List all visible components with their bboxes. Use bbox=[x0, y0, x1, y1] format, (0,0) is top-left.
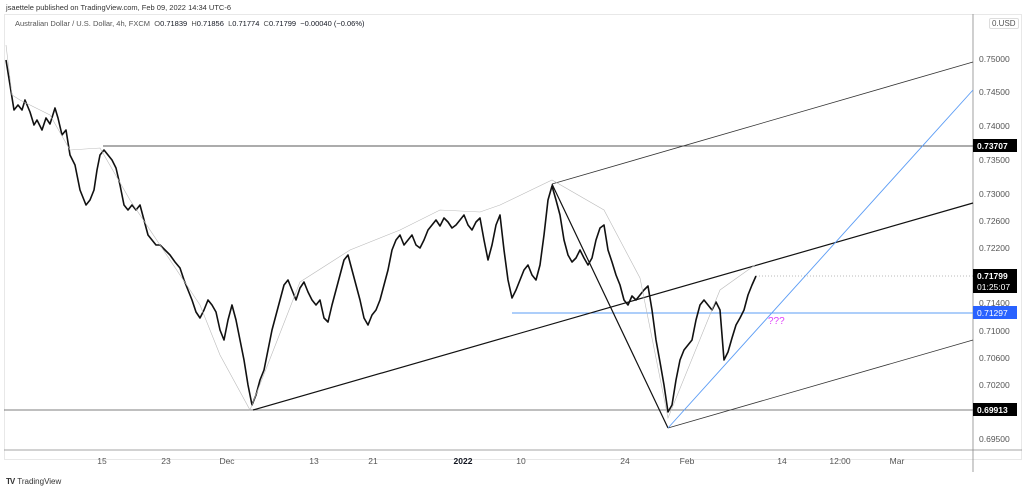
svg-text:0.71799: 0.71799 bbox=[977, 271, 1008, 281]
bar-countdown: 01:25:07 bbox=[977, 282, 1010, 292]
chart-container[interactable]: Australian Dollar / U.S. Dollar, 4h, FXC… bbox=[4, 14, 1022, 460]
symbol-name: Australian Dollar / U.S. Dollar, 4h, FXC… bbox=[15, 19, 151, 28]
svg-text:0.71297: 0.71297 bbox=[977, 308, 1008, 318]
price-tag-069913: 0.69913 bbox=[973, 403, 1017, 416]
svg-text:0.73000: 0.73000 bbox=[979, 189, 1010, 199]
svg-text:0.72600: 0.72600 bbox=[979, 216, 1010, 226]
price-axis[interactable]: 0.75000 0.74500 0.74000 0.73500 0.73000 … bbox=[979, 54, 1010, 444]
decline-trendline bbox=[551, 183, 669, 429]
blue-rising-trendline bbox=[667, 89, 974, 429]
svg-text:0.71400: 0.71400 bbox=[979, 298, 1010, 308]
svg-text:0.69913: 0.69913 bbox=[977, 405, 1008, 415]
svg-text:0.74000: 0.74000 bbox=[979, 121, 1010, 131]
low-value: 0.71774 bbox=[232, 19, 260, 28]
high-value: 0.71856 bbox=[196, 19, 224, 28]
footer-branding: TV TradingView bbox=[6, 477, 61, 486]
price-series bbox=[5, 59, 757, 413]
svg-text:14: 14 bbox=[777, 456, 787, 466]
svg-text:10: 10 bbox=[516, 456, 526, 466]
svg-text:0.69500: 0.69500 bbox=[979, 434, 1010, 444]
svg-text:0.70600: 0.70600 bbox=[979, 353, 1010, 363]
svg-text:21: 21 bbox=[368, 456, 378, 466]
svg-text:0.71000: 0.71000 bbox=[979, 326, 1010, 336]
time-axis[interactable]: 15 23 Dec 13 21 2022 10 24 Feb 14 12:00 … bbox=[97, 456, 904, 466]
svg-text:0.73707: 0.73707 bbox=[977, 141, 1008, 151]
svg-text:0.73500: 0.73500 bbox=[979, 155, 1010, 165]
rising-support-trendline bbox=[252, 202, 974, 411]
question-annotation: ??? bbox=[768, 316, 785, 327]
svg-text:0.75000: 0.75000 bbox=[979, 54, 1010, 64]
open-value: 0.71839 bbox=[160, 19, 188, 28]
svg-text:0.70200: 0.70200 bbox=[979, 380, 1010, 390]
svg-text:0.74500: 0.74500 bbox=[979, 87, 1010, 97]
tradingview-logo-icon: TV bbox=[6, 477, 15, 486]
svg-text:23: 23 bbox=[161, 456, 171, 466]
svg-text:0.72200: 0.72200 bbox=[979, 243, 1010, 253]
svg-text:24: 24 bbox=[620, 456, 630, 466]
svg-text:Mar: Mar bbox=[890, 456, 905, 466]
close-value: 0.71799 bbox=[268, 19, 297, 28]
price-tag-071297: 0.71297 bbox=[973, 306, 1017, 319]
published-by-text: jsaettele published on TradingView.com, … bbox=[6, 3, 231, 12]
symbol-legend: Australian Dollar / U.S. Dollar, 4h, FXC… bbox=[15, 19, 365, 28]
svg-text:12:00: 12:00 bbox=[829, 456, 851, 466]
svg-text:15: 15 bbox=[97, 456, 107, 466]
price-tag-last: 0.71799 01:25:07 bbox=[973, 269, 1017, 293]
price-tag-073707: 0.73707 bbox=[973, 139, 1017, 152]
svg-text:13: 13 bbox=[309, 456, 319, 466]
brand-name: TradingView bbox=[17, 477, 62, 486]
channel-upper-line bbox=[551, 61, 974, 185]
change-value: −0.00040 (−0.06%) bbox=[300, 19, 365, 28]
currency-button[interactable]: 0.USD bbox=[989, 18, 1019, 29]
svg-text:2022: 2022 bbox=[454, 456, 473, 466]
channel-lower-line bbox=[667, 339, 974, 429]
svg-text:Dec: Dec bbox=[219, 456, 235, 466]
svg-text:Feb: Feb bbox=[680, 456, 695, 466]
